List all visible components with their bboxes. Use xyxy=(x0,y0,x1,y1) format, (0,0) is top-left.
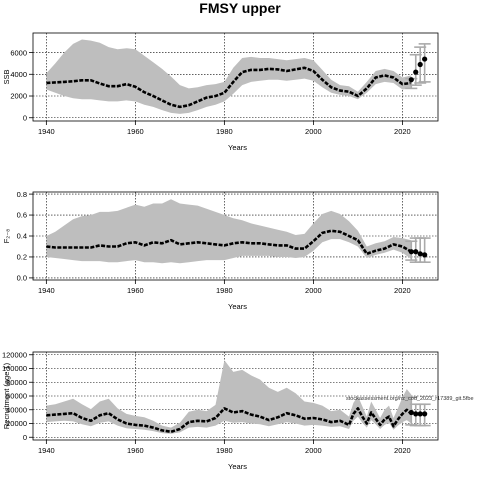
median-line xyxy=(46,66,412,109)
x-axis-label: Years xyxy=(228,462,247,471)
forecast-point xyxy=(413,411,419,417)
x-tick-label: 1980 xyxy=(216,127,233,136)
source-annotation: stockassessment.org/nz_cod_2023_r17389_g… xyxy=(346,396,474,402)
y-tick-label: 120000 xyxy=(2,350,27,359)
x-tick-label: 2020 xyxy=(394,446,411,455)
forecast-point xyxy=(422,252,428,258)
plot-frame xyxy=(32,32,439,122)
x-tick-label: 1980 xyxy=(216,446,233,455)
y-tick-label: 6000 xyxy=(10,48,27,57)
x-tick-label: 1960 xyxy=(127,286,144,295)
y-tick-label: 0 xyxy=(23,113,27,122)
y-tick-label: 20000 xyxy=(6,419,27,428)
y-tick-label: 0.4 xyxy=(17,232,27,241)
y-axis-label: Recruitment (age 1) xyxy=(2,362,11,429)
panel-recruitment: 1940 1960 1980 2000 2020 0 20000 40000 60000 8000… xyxy=(2,350,474,471)
median-line xyxy=(46,229,412,256)
x-tick-label: 1940 xyxy=(38,127,55,136)
forecast-point xyxy=(417,411,423,417)
y-axis-label: F₂₋₈ xyxy=(2,229,11,244)
x-axis-label: Years xyxy=(228,143,247,152)
x-tick-label: 1960 xyxy=(127,127,144,136)
forecast-point xyxy=(417,251,423,257)
y-tick-label: 100000 xyxy=(2,364,27,373)
x-tick-label: 1960 xyxy=(127,446,144,455)
x-axis-label: Years xyxy=(228,302,247,311)
forecast-point xyxy=(413,69,419,75)
confidence-band xyxy=(46,199,412,264)
figure-title: FMSY upper xyxy=(199,0,281,16)
y-tick-label: 80000 xyxy=(6,378,27,387)
y-tick-label: 2000 xyxy=(10,92,27,101)
y-tick-label: 60000 xyxy=(6,392,27,401)
x-tick-label: 2000 xyxy=(305,127,322,136)
forecast-point xyxy=(422,56,428,62)
x-tick-label: 1940 xyxy=(38,286,55,295)
forecast-point xyxy=(408,77,414,83)
panel-fishing-mortality: 1940 1960 1980 2000 2020 0.0 0.2 0.4 0.6 0.8 Years… xyxy=(2,190,439,311)
y-tick-label: 0 xyxy=(23,433,27,442)
y-tick-label: 4000 xyxy=(10,70,27,79)
forecast-point xyxy=(417,61,423,68)
median-line xyxy=(46,407,413,434)
forecast-point xyxy=(408,249,414,255)
confidence-band xyxy=(46,360,412,434)
forecast-point xyxy=(422,411,428,417)
x-tick-label: 2020 xyxy=(394,127,411,136)
y-axis-label: SSB xyxy=(2,69,11,84)
x-tick-label: 1940 xyxy=(38,446,55,455)
x-tick-label: 1980 xyxy=(216,286,233,295)
x-tick-label: 2000 xyxy=(305,446,322,455)
y-tick-label: 0.2 xyxy=(17,253,27,262)
forecast-point xyxy=(408,409,414,416)
x-tick-label: 2020 xyxy=(394,286,411,295)
x-tick-label: 2000 xyxy=(305,286,322,295)
forecast-point xyxy=(413,249,419,255)
confidence-band xyxy=(46,39,412,114)
panel-ssb: 1940 1960 1980 2000 2020 0 2000 4000 6000 Years SS… xyxy=(2,32,439,152)
y-tick-label: 0.6 xyxy=(17,211,27,220)
y-tick-label: 40000 xyxy=(6,405,27,414)
y-tick-label: 0.0 xyxy=(17,274,27,283)
y-tick-label: 0.8 xyxy=(17,190,27,199)
